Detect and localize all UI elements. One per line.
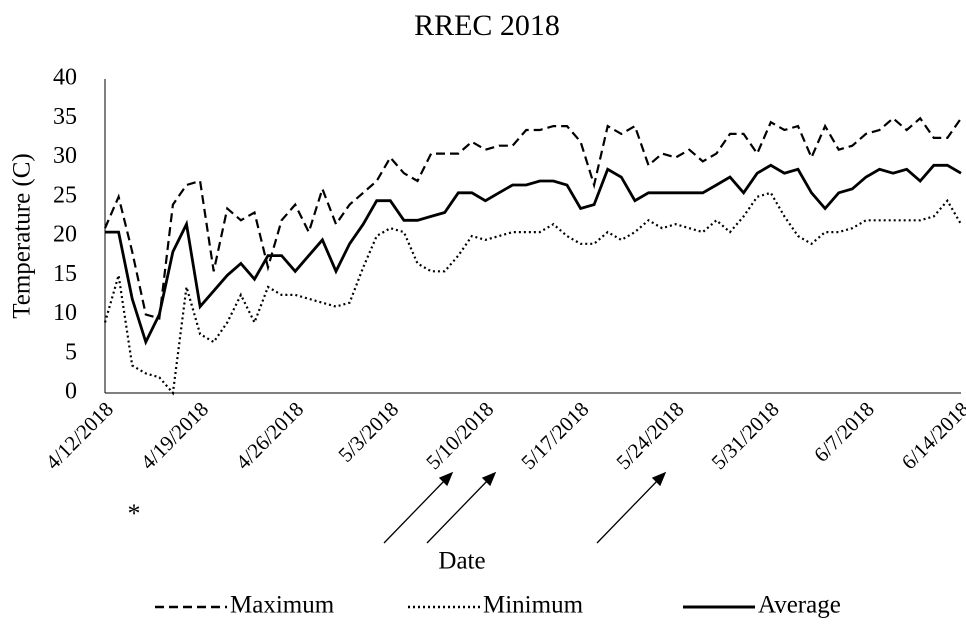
y-tick-label: 35 [53,104,77,130]
annotation: * [128,499,141,528]
arrow-head [651,471,667,487]
y-tick-label: 10 [53,300,77,326]
x-tick-label: 5/3/2018 [334,397,404,467]
y-tick-label: 5 [65,339,77,365]
arrow [596,478,660,544]
x-tick-label: 6/7/2018 [809,397,879,467]
x-tick-label: 5/17/2018 [516,397,593,474]
x-tick-label: 4/12/2018 [41,397,118,474]
x-axis-label: Date [438,548,485,575]
y-tick-label: 20 [53,222,77,248]
chart-title: RREC 2018 [414,9,560,42]
x-tick-label: 6/14/2018 [897,397,966,474]
arrow-head [438,471,454,487]
x-tick-label: 4/26/2018 [231,397,308,474]
y-tick-label: 25 [53,182,77,208]
arrows [383,471,667,544]
y-tick-label: 0 [65,379,77,405]
line-series [103,116,962,320]
y-tick-label: 15 [53,261,77,287]
line-series [105,163,962,346]
legend-label: Minimum [483,592,584,619]
arrow [426,478,490,544]
x-tick-label: 4/19/2018 [136,397,213,474]
arrow [383,478,447,544]
y-tick-label: 40 [53,65,77,91]
y-tick-label: 30 [53,143,77,169]
legend-label: Maximum [230,592,335,619]
arrow-head [481,471,497,487]
x-tick-label: 5/24/2018 [611,397,688,474]
line-series [103,191,962,396]
legend-label: Average [758,592,841,619]
y-axis-label: Temperature (C) [9,153,36,319]
x-tick-label: 5/31/2018 [707,397,784,474]
x-tick-label: 5/10/2018 [421,397,498,474]
